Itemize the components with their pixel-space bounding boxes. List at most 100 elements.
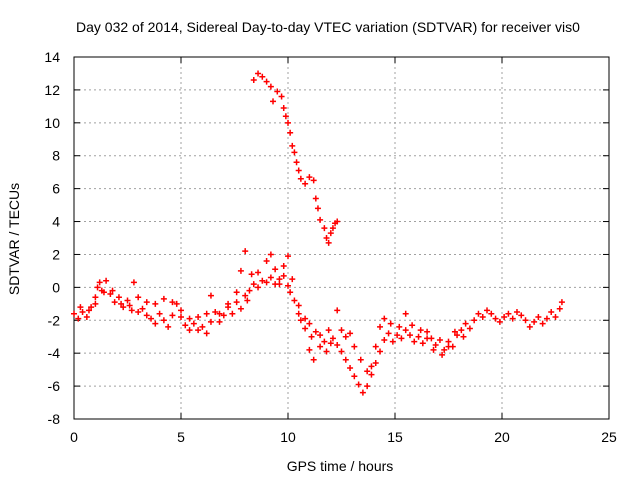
data-point — [329, 225, 336, 232]
data-point — [92, 294, 99, 301]
data-point — [501, 313, 508, 320]
x-tick-label: 25 — [601, 429, 617, 445]
data-point — [207, 292, 214, 299]
data-point — [270, 98, 277, 105]
data-point — [143, 299, 150, 306]
data-point — [130, 279, 137, 286]
y-tick-label: 0 — [52, 279, 60, 295]
data-point — [186, 315, 193, 322]
data-point — [394, 332, 401, 339]
data-point — [182, 322, 189, 329]
data-point — [488, 310, 495, 317]
data-point — [306, 320, 313, 327]
data-point — [156, 310, 163, 317]
data-point — [323, 235, 330, 241]
data-point — [289, 142, 296, 149]
data-point — [103, 277, 110, 284]
data-point — [385, 330, 392, 337]
data-point — [314, 205, 321, 212]
x-tick-label: 10 — [280, 429, 296, 445]
data-point — [492, 315, 499, 322]
data-point — [417, 327, 424, 334]
data-point — [357, 356, 364, 363]
data-point — [496, 318, 503, 325]
y-tick-label: 6 — [52, 181, 60, 197]
data-point — [342, 356, 349, 363]
data-point — [302, 315, 309, 322]
data-point — [272, 266, 279, 273]
y-tick-label: -6 — [48, 378, 61, 394]
data-point — [505, 310, 512, 317]
data-point — [312, 328, 319, 335]
data-point — [409, 322, 416, 329]
data-point — [321, 225, 328, 232]
data-point — [263, 279, 270, 286]
data-point — [186, 327, 193, 334]
data-point — [368, 371, 375, 378]
data-point — [169, 312, 176, 319]
data-point — [432, 341, 439, 348]
data-point — [178, 313, 184, 320]
data-point — [274, 88, 281, 95]
data-point — [289, 276, 296, 283]
data-point — [509, 315, 516, 322]
x-tick-label: 15 — [387, 429, 403, 445]
data-point — [143, 312, 150, 319]
data-point — [359, 389, 366, 396]
data-point — [212, 309, 219, 316]
x-tick-label: 20 — [494, 429, 510, 445]
data-point — [100, 289, 107, 296]
data-point — [160, 295, 167, 302]
data-point — [237, 267, 244, 274]
data-point — [302, 180, 309, 187]
data-point — [327, 230, 334, 237]
data-point — [475, 310, 482, 317]
data-point — [295, 167, 302, 174]
data-point — [310, 177, 317, 184]
data-point — [148, 315, 155, 322]
data-point — [233, 299, 240, 306]
data-point — [321, 338, 328, 345]
data-point — [267, 251, 274, 258]
data-point — [250, 281, 257, 288]
data-point — [244, 297, 251, 304]
data-point — [306, 346, 313, 353]
data-point — [441, 346, 448, 353]
data-point — [387, 320, 394, 327]
data-point — [248, 271, 255, 278]
data-point — [539, 320, 546, 327]
data-point — [445, 343, 452, 350]
data-point — [466, 325, 473, 332]
data-point — [347, 330, 354, 337]
data-point — [229, 310, 236, 317]
data-point — [77, 304, 84, 311]
data-point — [389, 338, 396, 345]
data-point — [293, 159, 300, 166]
data-point — [402, 327, 409, 334]
data-point — [526, 323, 533, 330]
data-point — [364, 383, 371, 390]
data-point — [85, 307, 92, 314]
data-point — [135, 309, 142, 316]
data-point — [291, 149, 298, 156]
data-point — [199, 323, 206, 330]
data-point — [317, 343, 324, 350]
data-point — [83, 313, 90, 320]
data-point — [79, 309, 86, 316]
data-point — [535, 313, 542, 320]
data-point — [195, 327, 202, 334]
data-point — [216, 318, 223, 325]
data-point — [355, 381, 362, 388]
data-point — [165, 323, 172, 330]
data-point — [216, 310, 223, 317]
data-point — [71, 310, 77, 317]
plot-frame — [73, 56, 610, 420]
data-point — [312, 195, 319, 202]
data-point — [458, 327, 465, 334]
data-point — [92, 300, 99, 307]
data-point — [484, 307, 491, 314]
data-point — [225, 300, 232, 307]
data-point — [255, 70, 262, 77]
data-point — [242, 248, 249, 255]
high-trace — [250, 70, 341, 246]
